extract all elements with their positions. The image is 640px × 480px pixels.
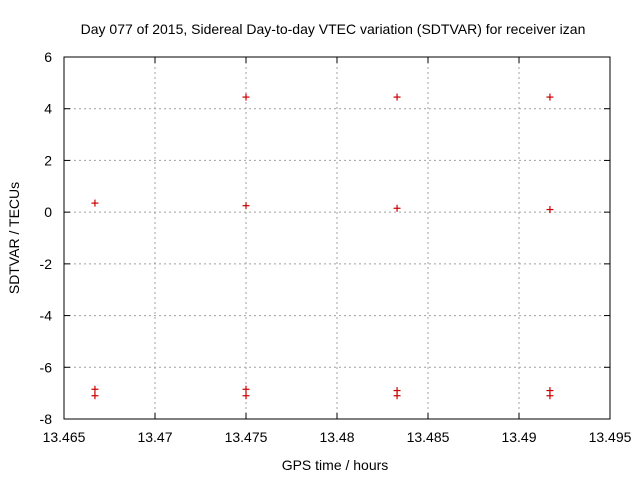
- y-tick-label: 2: [44, 152, 52, 168]
- data-point: [91, 199, 99, 207]
- data-point: [546, 206, 554, 214]
- x-axis-tick-labels: 13.465 13.47 13.475 13.48 13.485 13.49 13.495: [43, 429, 632, 445]
- x-tick-label: 13.47: [137, 429, 172, 445]
- data-point: [393, 204, 401, 212]
- axis-ticks: [63, 56, 611, 420]
- x-tick-label: 13.495: [589, 429, 632, 445]
- data-point: [242, 93, 250, 101]
- data-point: [393, 93, 401, 101]
- chart-title: Day 077 of 2015, Sidereal Day-to-day VTE…: [81, 21, 586, 37]
- y-axis-tick-labels: -8 -6 -4 -2 0 2 4 6: [40, 49, 53, 427]
- data-point: [242, 392, 250, 400]
- data-point: [91, 385, 99, 393]
- x-axis-label: GPS time / hours: [282, 457, 389, 473]
- y-axis-label: SDTVAR / TECUs: [6, 182, 22, 294]
- y-tick-label: 0: [44, 204, 52, 220]
- x-tick-label: 13.48: [319, 429, 354, 445]
- y-tick-label: -6: [40, 359, 53, 375]
- y-tick-label: -8: [40, 411, 53, 427]
- x-tick-label: 13.49: [501, 429, 536, 445]
- x-tick-label: 13.475: [225, 429, 268, 445]
- data-point: [91, 392, 99, 400]
- grid-lines: [64, 57, 610, 419]
- data-point: [393, 392, 401, 400]
- y-tick-label: 6: [44, 49, 52, 65]
- x-tick-label: 13.485: [407, 429, 450, 445]
- data-points: [91, 93, 554, 400]
- data-point: [546, 93, 554, 101]
- data-point: [546, 392, 554, 400]
- data-point: [242, 202, 250, 210]
- y-tick-label: -2: [40, 256, 53, 272]
- x-tick-label: 13.465: [43, 429, 86, 445]
- y-tick-label: -4: [40, 308, 53, 324]
- data-point: [242, 385, 250, 393]
- y-tick-label: 4: [44, 101, 52, 117]
